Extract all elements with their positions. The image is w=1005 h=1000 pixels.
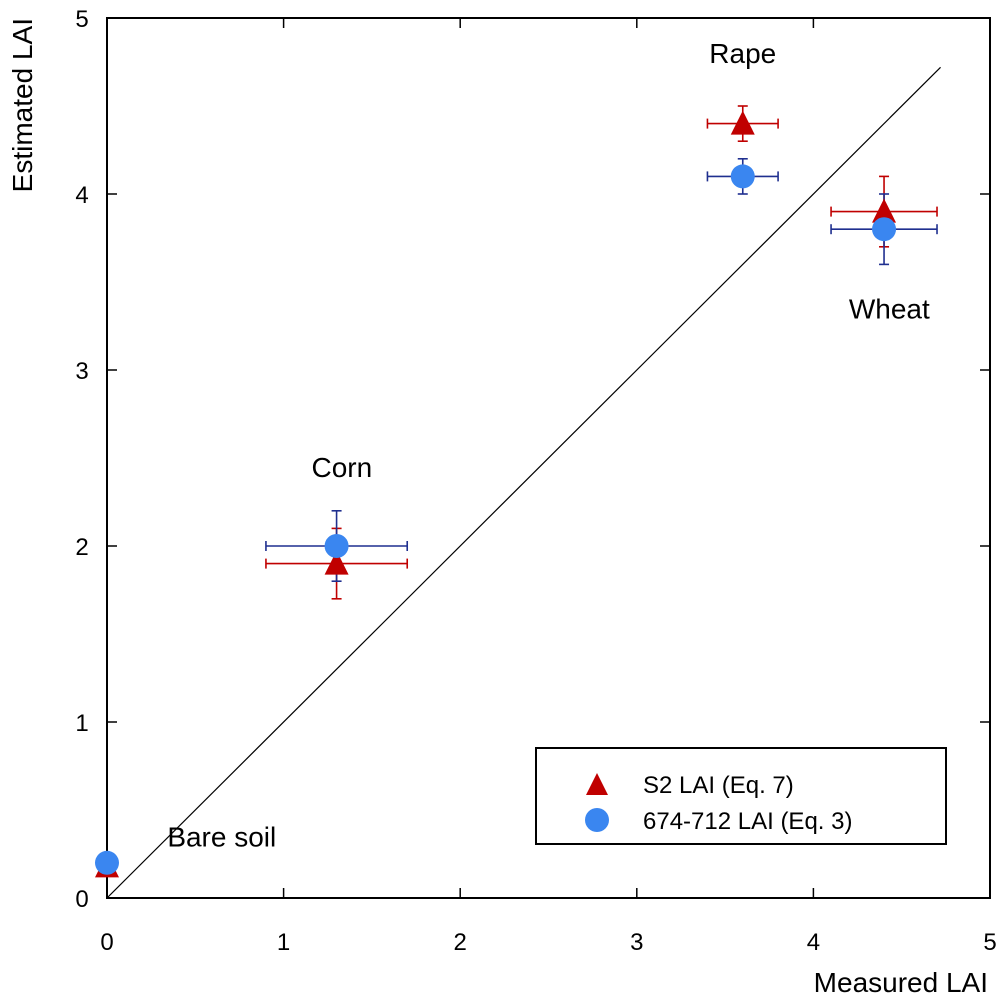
annotation-label: Rape: [709, 38, 776, 69]
legend: S2 LAI (Eq. 7) 674-712 LAI (Eq. 3): [535, 747, 947, 845]
y-tick-label: 2: [75, 534, 88, 561]
error-bars: [265, 105, 938, 600]
y-tick-label: 5: [75, 6, 88, 33]
y-axis-label: Estimated LAI: [7, 18, 38, 192]
legend-label-674-712: 674-712 LAI (Eq. 3): [643, 808, 852, 835]
triangle-point: [730, 110, 755, 135]
one-to-one-line: [106, 66, 941, 899]
legend-label-s2: S2 LAI (Eq. 7): [643, 772, 794, 799]
x-axis-label: Measured LAI: [814, 967, 988, 998]
annotation-label: Corn: [312, 452, 373, 483]
tick-labels: 0 1 2 3 4 5 0 1 2 3 4 5: [75, 6, 996, 956]
x-tick-label: 3: [630, 929, 643, 956]
x-tick-label: 5: [983, 929, 996, 956]
x-tick-label: 1: [277, 929, 290, 956]
triangle-point: [872, 198, 897, 223]
x-tick-label: 2: [454, 929, 467, 956]
axis-ticks: [106, 17, 991, 899]
point-annotations: Rape Wheat Corn Bare soil: [167, 38, 930, 852]
y-tick-label: 1: [75, 710, 88, 737]
legend-circle-marker: [585, 808, 609, 832]
annotation-label: Bare soil: [167, 821, 276, 852]
x-tick-label: 0: [100, 929, 113, 956]
triangle-point: [324, 550, 349, 575]
circle-point: [730, 164, 755, 189]
y-tick-label: 4: [75, 182, 88, 209]
plot-frame: [106, 17, 991, 899]
data-markers: [95, 110, 897, 878]
annotation-label: Wheat: [849, 293, 930, 324]
legend-triangle-marker: [586, 773, 608, 795]
circle-point: [324, 534, 349, 558]
circle-point: [872, 217, 897, 242]
circle-point: [95, 850, 119, 875]
x-tick-label: 4: [807, 929, 820, 956]
y-tick-label: 0: [75, 886, 88, 913]
y-tick-label: 3: [75, 358, 88, 385]
